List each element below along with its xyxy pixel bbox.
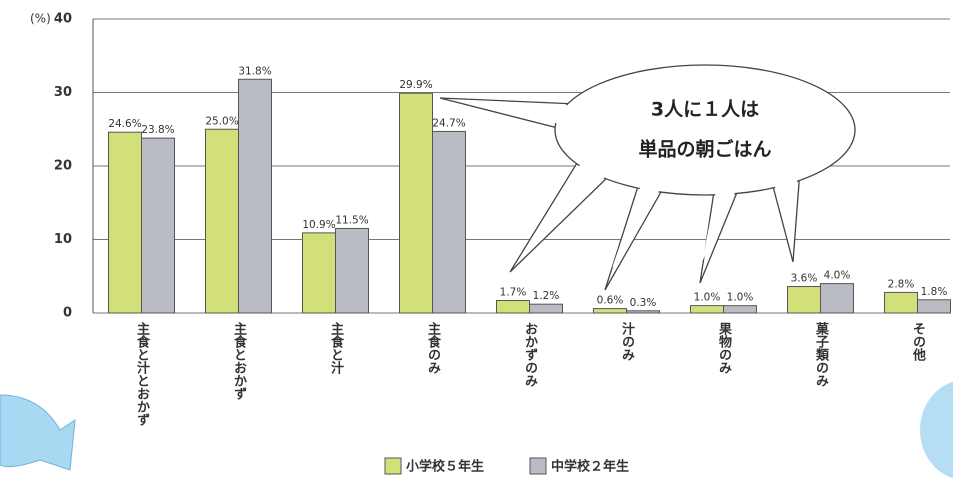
value-label: 31.8% [238,65,271,77]
bar [529,303,563,314]
value-label: 1.0% [694,292,721,304]
value-label: 11.5% [335,214,368,226]
value-label: 0.6% [597,295,624,307]
bar [432,130,466,314]
callout: 3人に１人は 単品の朝ごはん [439,64,856,291]
x-tick-label: 汁のみ [619,321,635,361]
y-tick-label: 10 [54,232,72,247]
value-label: 2.8% [888,278,915,290]
value-label: 4.0% [824,270,851,282]
value-label: 25.0% [205,115,238,127]
x-tick-label: 主食とおかず [231,321,247,400]
bars: 主食と汁とおかず 24.6% 23.8% 主食とおかず 25.0% 31.8% 主食と汁 10… [108,65,951,426]
x-tick-label: 菓子類のみ [813,321,830,387]
value-label: 10.9% [302,219,335,231]
value-label: 0.3% [630,297,657,309]
legend: 小学校５年生 中学校２年生 [384,457,629,475]
bar [820,283,854,314]
bar [690,305,724,314]
value-label: 1.8% [921,286,948,298]
y-tick-label: 40 [54,12,72,27]
value-label: 1.0% [727,292,754,304]
legend-label: 中学校２年生 [551,459,629,475]
value-label: 3.6% [791,273,818,285]
bar [593,308,627,314]
x-tick-label: おかずのみ [522,322,538,387]
value-label: 24.6% [108,118,141,130]
bar [917,299,951,314]
bar [335,227,369,314]
bar [238,78,272,314]
y-axis-label: (%) [30,12,51,26]
y-tick-label: 20 [54,159,72,174]
x-tick-label: 果物のみ [716,322,733,374]
x-tick-label: 主食と汁 [328,321,344,375]
bar [787,286,821,314]
value-label: 29.9% [399,79,432,91]
value-label: 23.8% [141,124,174,136]
bar [723,305,757,314]
bar [626,310,660,314]
bar [108,131,142,314]
bar [496,300,530,314]
bar [205,128,239,314]
x-tick-label: 主食のみ [425,321,441,374]
annotation: 単品の朝ごはん [638,138,771,161]
legend-swatch [384,457,402,475]
bar [399,92,433,314]
value-label: 24.7% [432,117,465,129]
value-label: 1.2% [533,290,560,302]
value-label: 1.7% [500,287,527,299]
y-tick-label: 0 [63,306,72,321]
bar [884,291,918,314]
annotation: 3人に１人は [651,99,759,121]
y-tick-label: 30 [54,85,72,100]
x-tick-label: 主食と汁とおかず [134,321,150,426]
legend-swatch [529,457,547,475]
legend-label: 小学校５年生 [406,459,484,475]
bar [141,137,175,314]
x-tick-label: その他 [910,322,927,362]
bar [302,232,336,314]
decoration [0,394,76,471]
decoration [920,381,953,479]
